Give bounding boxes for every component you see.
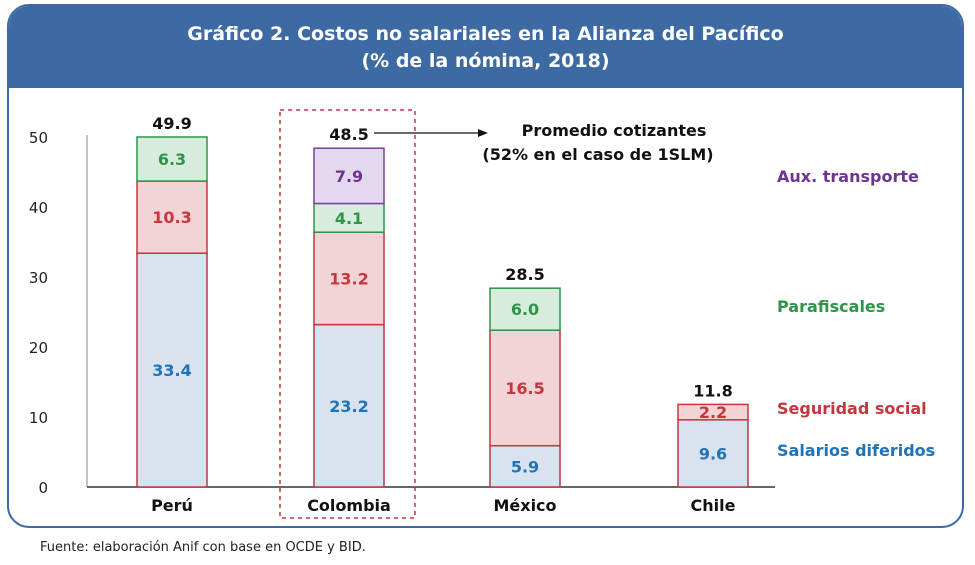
x-category-label: Perú: [151, 496, 193, 515]
x-category-label: México: [493, 496, 556, 515]
legend-entry-parafiscales: Parafiscales: [777, 297, 885, 316]
data-label-seguridad: 10.3: [152, 208, 191, 227]
bar-segment-parafiscales: [489, 287, 561, 331]
data-label-parafiscales: 6.0: [511, 300, 539, 319]
total-label: 49.9: [152, 114, 191, 133]
chart-header: Gráfico 2. Costos no salariales en la Al…: [9, 6, 962, 88]
bar-segment-salarios: [136, 252, 208, 488]
bar-segment-seguridad: [489, 329, 561, 447]
bar-segment-aux-transporte: [313, 147, 385, 205]
highlight-box-colombia: [279, 109, 416, 519]
bar-segment-seguridad: [677, 403, 749, 421]
chart-title: Gráfico 2. Costos no salariales en la Al…: [187, 23, 784, 45]
y-tick-label: 30: [29, 269, 48, 287]
legend-entry-salarios: Salarios diferidos: [777, 441, 935, 460]
source-note: Fuente: elaboración Anif con base en OCD…: [40, 540, 366, 555]
data-label-parafiscales: 4.1: [335, 209, 363, 228]
total-label: 48.5: [329, 125, 368, 144]
data-label-aux-transporte: 7.9: [335, 167, 363, 186]
total-label: 28.5: [505, 265, 544, 284]
bar-segment-salarios: [677, 419, 749, 488]
x-category-label: Colombia: [307, 496, 391, 515]
data-label-seguridad: 2.2: [699, 403, 727, 422]
bar-segment-seguridad: [136, 180, 208, 254]
bar-segment-parafiscales: [313, 202, 385, 233]
annotation-arrowhead: [478, 129, 488, 137]
data-label-salarios: 9.6: [699, 444, 727, 463]
y-tick-label: 10: [29, 409, 48, 427]
y-tick-label: 20: [29, 339, 48, 357]
legend-entry-aux-transporte: Aux. transporte: [777, 167, 919, 186]
data-label-seguridad: 16.5: [505, 379, 544, 398]
legend-entry-seguridad: Seguridad social: [777, 399, 927, 418]
y-tick-label: 0: [38, 479, 48, 497]
total-label: 11.8: [693, 381, 732, 400]
annotation-line1: Promedio cotizantes: [522, 121, 707, 140]
data-label-parafiscales: 6.3: [158, 150, 186, 169]
x-category-label: Chile: [691, 496, 736, 515]
bar-segment-seguridad: [313, 231, 385, 326]
bar-segment-parafiscales: [136, 136, 208, 182]
y-tick-label: 40: [29, 199, 48, 217]
chart-subtitle: (% de la nómina, 2018): [361, 50, 610, 72]
data-label-salarios: 5.9: [511, 457, 539, 476]
y-tick-label: 50: [29, 129, 48, 147]
data-label-salarios: 23.2: [329, 397, 368, 416]
bar-segment-salarios: [313, 323, 385, 488]
annotation-line2: (52% en el caso de 1SLM): [482, 145, 713, 164]
data-label-seguridad: 13.2: [329, 269, 368, 288]
data-label-salarios: 33.4: [152, 361, 191, 380]
